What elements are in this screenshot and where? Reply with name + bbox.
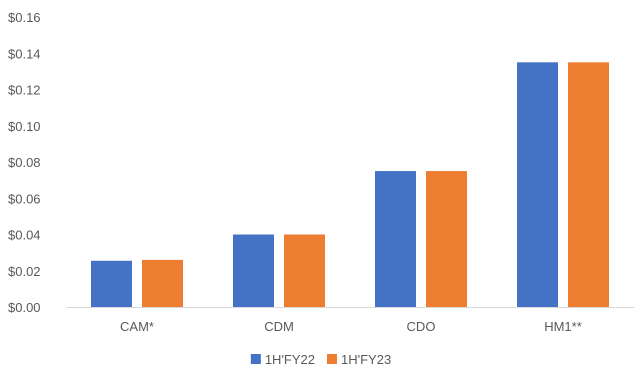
y-tick-label: $0.02	[8, 264, 41, 279]
y-tick-label: $0.10	[8, 119, 41, 134]
y-tick-label: $0.16	[8, 10, 41, 25]
bar-cam-series-2	[142, 259, 183, 307]
legend-label: 1H'FY23	[341, 352, 391, 367]
y-tick-label: $0.00	[8, 300, 41, 315]
legend-swatch	[327, 354, 337, 364]
bars	[91, 62, 609, 307]
x-axis: CAM* CDM CDO HM1**	[66, 307, 634, 334]
y-tick-label: $0.14	[8, 46, 41, 61]
x-tick-label: CDO	[407, 319, 436, 334]
x-tick-label: CAM*	[120, 319, 154, 334]
x-tick-label: CDM	[264, 319, 294, 334]
y-tick-label: $0.12	[8, 83, 41, 98]
legend-label: 1H'FY22	[265, 352, 315, 367]
bar-hm1-series-1	[517, 62, 558, 307]
bar-cdo-series-2	[426, 171, 467, 307]
legend-swatch	[250, 354, 261, 364]
bar-cam-series-1	[91, 260, 132, 307]
bar-hm1-series-2	[568, 62, 609, 307]
bar-cdm-series-1	[233, 234, 274, 307]
y-tick-label: $0.06	[8, 191, 41, 206]
y-axis: $0.00 $0.02 $0.04 $0.06 $0.08 $0.10 $0.12 $0.14…	[8, 10, 41, 315]
x-tick-label: HM1**	[544, 319, 582, 334]
bar-cdo-series-1	[375, 171, 416, 307]
y-tick-label: $0.04	[8, 228, 41, 243]
y-tick-label: $0.08	[8, 155, 41, 170]
legend: 1H'FY22 1H'FY23	[250, 352, 391, 367]
bar-cdm-series-2	[284, 234, 325, 307]
